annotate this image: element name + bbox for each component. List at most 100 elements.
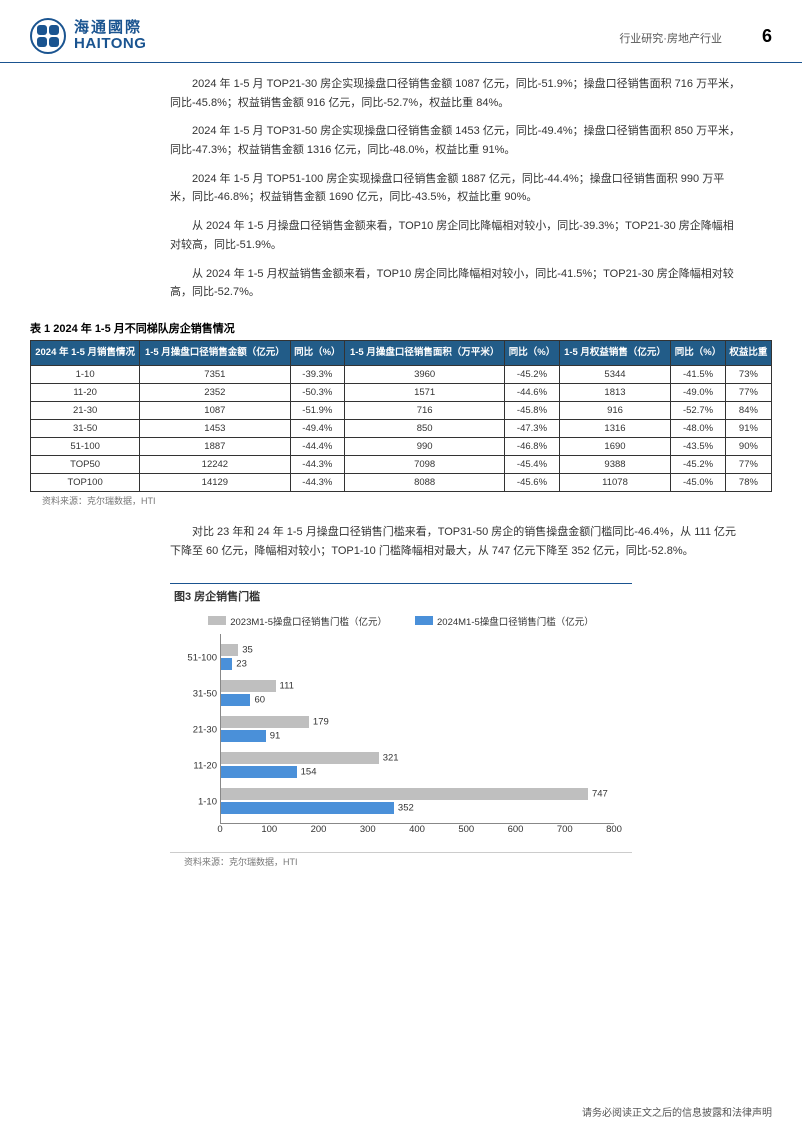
table-row: 1-107351-39.3%3960-45.2%5344-41.5%73%: [31, 366, 772, 384]
table-cell: 51-100: [31, 438, 140, 456]
chart-category-row: 11-20321154: [221, 748, 614, 784]
table-cell: -39.3%: [290, 366, 345, 384]
category-label: 31-50: [179, 688, 217, 699]
bar-2023: 321: [221, 752, 379, 764]
legend-swatch: [208, 616, 226, 625]
table-cell: -43.5%: [671, 438, 726, 456]
chart-category-row: 31-5011160: [221, 676, 614, 712]
table-row: 51-1001887-44.4%990-46.8%1690-43.5%90%: [31, 438, 772, 456]
table-cell: 990: [345, 438, 505, 456]
table-cell: -44.3%: [290, 474, 345, 492]
x-tick-label: 600: [508, 824, 524, 835]
logo-en: HAITONG: [74, 36, 146, 52]
logo-cn: 海通國際: [74, 20, 146, 36]
chart-category-row: 21-3017991: [221, 712, 614, 748]
category-label: 1-10: [179, 796, 217, 807]
bar-2023: 747: [221, 788, 588, 800]
x-tick-label: 200: [311, 824, 327, 835]
chart-wrap: 图3 房企销售门槛 2023M1-5操盘口径销售门槛（亿元） 2024M1-5操…: [170, 583, 632, 868]
table-cell: -45.8%: [505, 402, 560, 420]
chart-area: 2023M1-5操盘口径销售门槛（亿元） 2024M1-5操盘口径销售门槛（亿元…: [170, 610, 632, 848]
legend-label: 2023M1-5操盘口径销售门槛（亿元）: [230, 614, 387, 628]
table-cell: TOP50: [31, 456, 140, 474]
table-cell: 1-10: [31, 366, 140, 384]
legend-item: 2024M1-5操盘口径销售门槛（亿元）: [415, 614, 594, 628]
table-cell: -41.5%: [671, 366, 726, 384]
body-paragraphs: 2024 年 1-5 月 TOP21-30 房企实现操盘口径销售金额 1087 …: [0, 63, 802, 318]
table-cell: 78%: [725, 474, 771, 492]
table-cell: 11-20: [31, 384, 140, 402]
table-header-cell: 1-5 月操盘口径销售面积（万平米）: [345, 340, 505, 365]
chart-category-row: 51-1003523: [221, 640, 614, 676]
table-cell: -44.6%: [505, 384, 560, 402]
table-cell: 1571: [345, 384, 505, 402]
bar-value-label: 321: [383, 752, 399, 763]
table-cell: 3960: [345, 366, 505, 384]
table-cell: -45.6%: [505, 474, 560, 492]
bar-2024: 60: [221, 694, 250, 706]
table-cell: -49.0%: [671, 384, 726, 402]
x-tick-label: 700: [557, 824, 573, 835]
table-header-cell: 同比（%）: [290, 340, 345, 365]
table-cell: 91%: [725, 420, 771, 438]
paragraph: 从 2024 年 1-5 月权益销售金额来看，TOP10 房企同比降幅相对较小，…: [170, 265, 742, 302]
table-cell: 12242: [140, 456, 290, 474]
logo-text: 海通國際 HAITONG: [74, 20, 146, 52]
x-tick-label: 500: [458, 824, 474, 835]
table-cell: 1690: [559, 438, 670, 456]
table-cell: 1813: [559, 384, 670, 402]
table-header-cell: 2024 年 1-5 月销售情况: [31, 340, 140, 365]
table-cell: 1316: [559, 420, 670, 438]
category-label: 11-20: [179, 760, 217, 771]
table-cell: -45.2%: [671, 456, 726, 474]
legend-item: 2023M1-5操盘口径销售门槛（亿元）: [208, 614, 387, 628]
table-cell: 5344: [559, 366, 670, 384]
bar-value-label: 91: [270, 730, 281, 741]
bar-value-label: 23: [236, 658, 247, 669]
table-cell: 2352: [140, 384, 290, 402]
x-axis-ticks: 0100200300400500600700800: [220, 824, 614, 840]
table-cell: 850: [345, 420, 505, 438]
table-header-cell: 1-5 月权益销售（亿元）: [559, 340, 670, 365]
bar-2023: 179: [221, 716, 309, 728]
chart-source: 资料来源：克尔瑞数据，HTI: [170, 852, 632, 868]
table-cell: -50.3%: [290, 384, 345, 402]
table-cell: -47.3%: [505, 420, 560, 438]
bar-value-label: 179: [313, 716, 329, 727]
bar-value-label: 60: [254, 694, 265, 705]
table-row: TOP5012242-44.3%7098-45.4%9388-45.2%77%: [31, 456, 772, 474]
legend-label: 2024M1-5操盘口径销售门槛（亿元）: [437, 614, 594, 628]
table-cell: 77%: [725, 456, 771, 474]
bar-2024: 154: [221, 766, 297, 778]
bar-value-label: 111: [280, 680, 294, 691]
bars-region: 51-100352331-501116021-301799111-2032115…: [220, 634, 614, 824]
sales-table: 2024 年 1-5 月销售情况1-5 月操盘口径销售金额（亿元）同比（%）1-…: [30, 340, 772, 492]
table-header-cell: 同比（%）: [671, 340, 726, 365]
page-header: 海通國際 HAITONG 行业研究·房地产行业 6: [0, 0, 802, 63]
table-cell: -45.4%: [505, 456, 560, 474]
table-title: 表 1 2024 年 1-5 月不同梯队房企销售情况: [0, 318, 802, 340]
table-cell: -46.8%: [505, 438, 560, 456]
table-cell: 73%: [725, 366, 771, 384]
table-cell: 9388: [559, 456, 670, 474]
chart-legend: 2023M1-5操盘口径销售门槛（亿元） 2024M1-5操盘口径销售门槛（亿元…: [178, 614, 624, 628]
table-cell: 1087: [140, 402, 290, 420]
table-cell: TOP100: [31, 474, 140, 492]
table-header-cell: 1-5 月操盘口径销售金额（亿元）: [140, 340, 290, 365]
paragraph: 2024 年 1-5 月 TOP31-50 房企实现操盘口径销售金额 1453 …: [170, 122, 742, 159]
x-tick-label: 300: [360, 824, 376, 835]
bar-value-label: 35: [242, 644, 253, 655]
paragraph: 2024 年 1-5 月 TOP51-100 房企实现操盘口径销售金额 1887…: [170, 170, 742, 207]
table-cell: -51.9%: [290, 402, 345, 420]
paragraph: 对比 23 年和 24 年 1-5 月操盘口径销售门槛来看，TOP31-50 房…: [170, 523, 742, 560]
logo-block: 海通國際 HAITONG: [30, 18, 146, 54]
table-cell: -45.0%: [671, 474, 726, 492]
table-cell: -45.2%: [505, 366, 560, 384]
bar-2024: 352: [221, 802, 394, 814]
chart-category-row: 1-10747352: [221, 784, 614, 820]
table-row: 21-301087-51.9%716-45.8%916-52.7%84%: [31, 402, 772, 420]
table-row: TOP10014129-44.3%8088-45.6%11078-45.0%78…: [31, 474, 772, 492]
table-cell: -48.0%: [671, 420, 726, 438]
table-cell: 7098: [345, 456, 505, 474]
table-cell: 8088: [345, 474, 505, 492]
